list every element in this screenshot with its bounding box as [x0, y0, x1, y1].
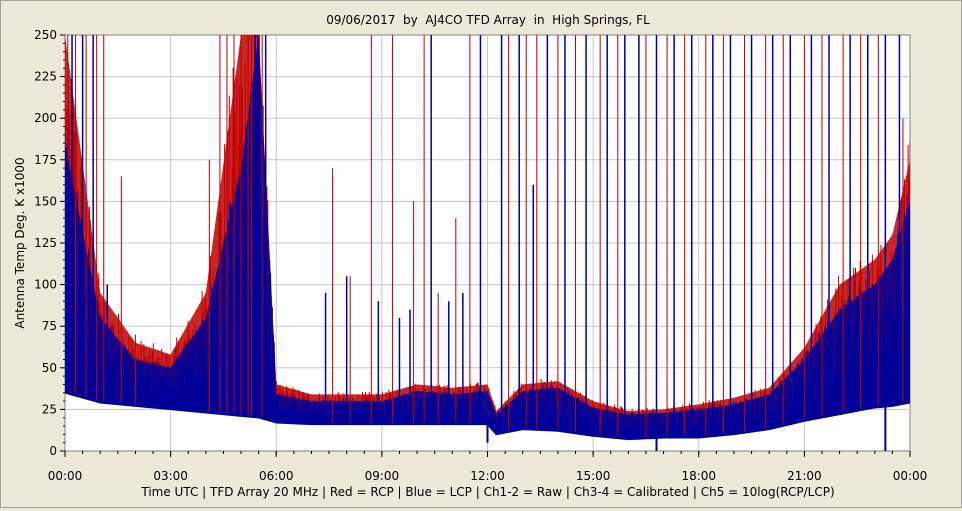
y-tick-label: 125 — [34, 236, 57, 250]
x-tick-label: 06:00 — [259, 469, 294, 483]
y-tick-label: 75 — [42, 319, 57, 333]
x-tick-label: 12:00 — [470, 469, 505, 483]
y-axis-label: Antenna Temp Deg. K x1000 — [13, 157, 27, 328]
x-tick-label: 21:00 — [787, 469, 822, 483]
y-tick-label: 200 — [34, 111, 57, 125]
y-axis: 0 25 50 75 100 125 150 175 200 225 250 — [34, 28, 65, 458]
x-axis-label: Time UTC | TFD Array 20 MHz | Red = RCP … — [140, 485, 834, 499]
y-tick-label: 0 — [49, 444, 57, 458]
y-tick-label: 175 — [34, 153, 57, 167]
data-traces — [65, 35, 910, 451]
y-tick-label: 100 — [34, 278, 57, 292]
x-tick-label: 18:00 — [681, 469, 716, 483]
y-tick-label: 250 — [34, 28, 57, 42]
y-tick-label: 50 — [42, 361, 57, 375]
y-tick-label: 150 — [34, 194, 57, 208]
x-tick-label: 03:00 — [153, 469, 188, 483]
series-baseline-lcp — [65, 392, 910, 441]
y-tick-label: 225 — [34, 70, 57, 84]
x-tick-label: 00:00 — [48, 469, 83, 483]
x-tick-label: 15:00 — [576, 469, 611, 483]
x-axis: 00:00 03:00 06:00 09:00 12:00 15:00 18:00 21:00… — [48, 451, 928, 483]
x-tick-label: 00:00 — [893, 469, 928, 483]
x-tick-label: 09:00 — [365, 469, 400, 483]
trace-group — [65, 35, 910, 451]
chart-title: 09/06/2017 by AJ4CO TFD Array in High Sp… — [326, 13, 650, 27]
y-tick-label: 25 — [42, 402, 57, 416]
